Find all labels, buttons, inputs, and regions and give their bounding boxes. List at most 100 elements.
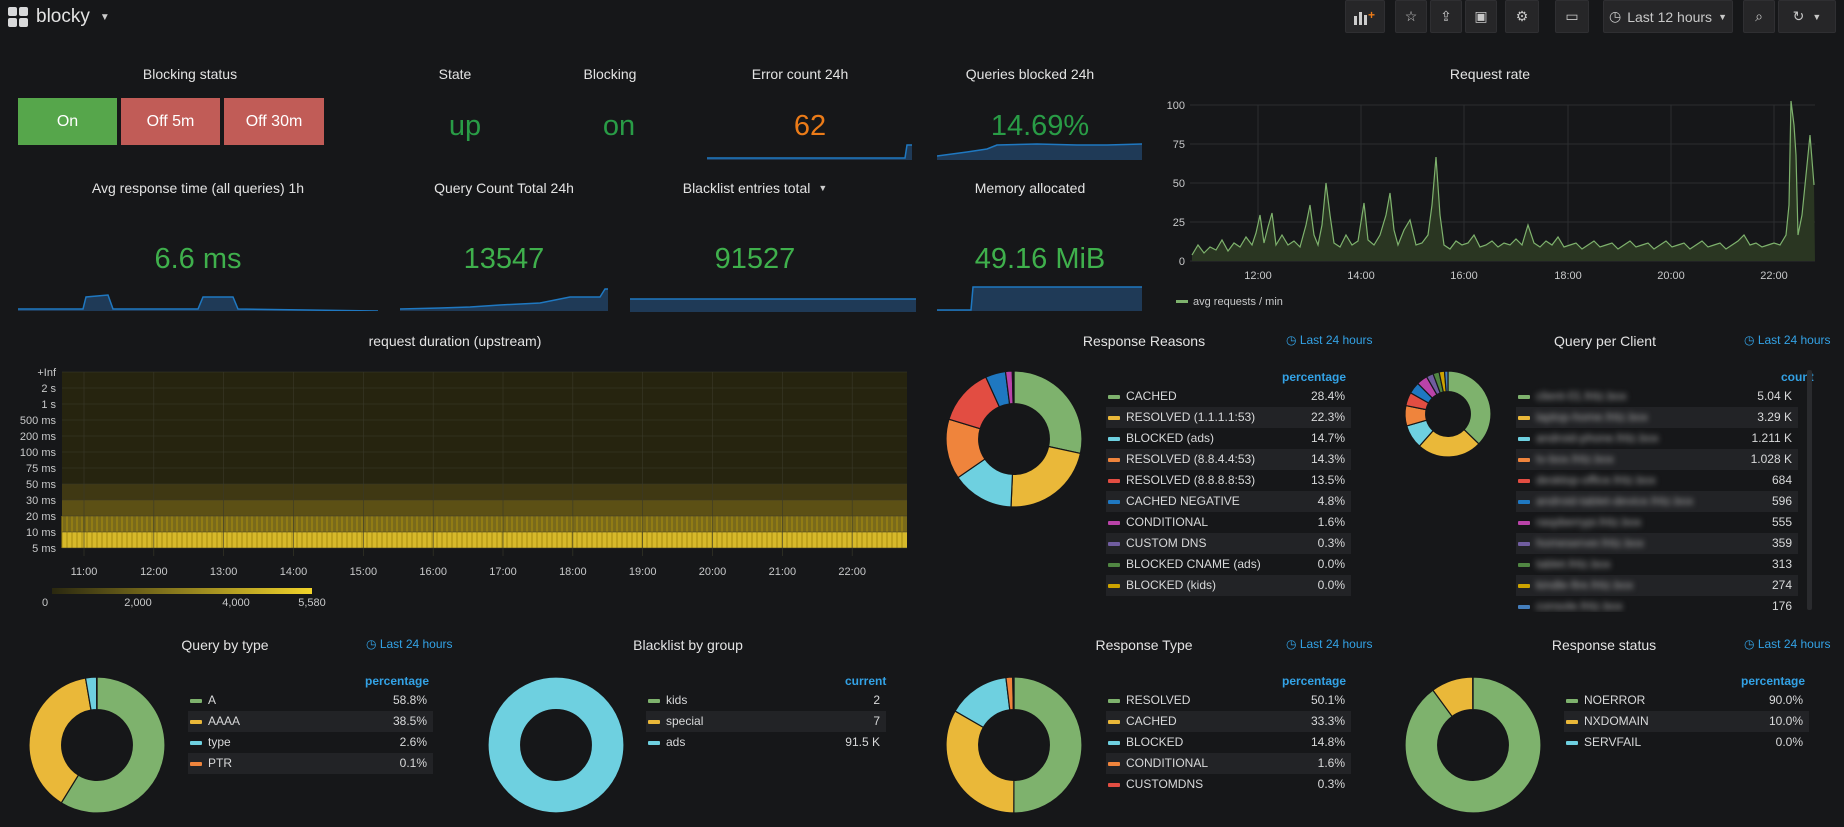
legend-item[interactable]: kindle-fire.fritz.box 274 [1516,575,1798,596]
legend-item[interactable]: tablet.fritz.box 313 [1516,554,1798,575]
legend-item[interactable]: BLOCKED (kids) 0.0% [1106,575,1351,596]
legend-item[interactable]: CACHED 33.3% [1106,711,1351,732]
legend-item[interactable]: CACHED 28.4% [1106,386,1351,407]
dashboard-picker[interactable]: blocky ▼ [8,6,110,28]
legend-item[interactable]: type 2.6% [188,732,433,753]
legend-item-label: BLOCKED (kids) [1126,578,1217,592]
y-tick: 100 ms [20,447,57,459]
legend-item-value: 90.0% [1768,693,1803,707]
chevron-down-icon: ▼ [818,183,828,193]
timeshift-label: Last 24 hours [1757,637,1831,651]
add-panel-button[interactable]: + [1345,0,1385,33]
blacklist-entries-header[interactable]: Blacklist entries total ▼ [630,180,880,196]
blocking-status-title: Blocking status [142,66,238,82]
memory-title: Memory allocated [974,180,1086,196]
clock-icon: ◷ [1609,8,1622,24]
legend-swatch [1566,699,1578,703]
donut-slice[interactable] [1012,676,1015,711]
legend-item[interactable]: RESOLVED (8.8.8.8:53) 13.5% [1106,470,1351,491]
legend-item[interactable]: BLOCKED CNAME (ads) 0.0% [1106,554,1351,575]
legend-item[interactable]: CUSTOM DNS 0.3% [1106,533,1351,554]
legend-item[interactable]: CONDITIONAL 1.6% [1106,512,1351,533]
donut-slice[interactable] [1447,370,1492,445]
legend-item-label: CACHED [1126,714,1177,728]
x-tick: 21:00 [769,566,797,578]
legend-swatch [1566,741,1578,745]
y-tick: 25 [1173,217,1185,229]
legend-item[interactable]: AAAA 38.5% [188,711,433,732]
legend-item[interactable]: CUSTOMDNS 0.3% [1106,774,1351,795]
y-tick: 20 ms [26,511,56,523]
y-tick: 2 s [41,383,56,395]
legend-item[interactable]: tv-box.fritz.box 1.028 K [1516,449,1798,470]
legend-item[interactable]: desktop-office.fritz.box 684 [1516,470,1798,491]
share-button[interactable]: ⇪ [1430,0,1462,33]
legend-item[interactable]: raspberrypi.fritz.box 555 [1516,512,1798,533]
error-count-title: Error count 24h [751,66,849,82]
donut-slice[interactable] [1010,445,1082,508]
legend-item[interactable]: RESOLVED (1.1.1.1:53) 22.3% [1106,407,1351,428]
request-rate-graph: 100 75 50 25 0 12:00 14:00 16:00 18:00 2… [1167,100,1815,308]
donut-slice[interactable] [1443,370,1449,393]
refresh-button[interactable]: ↻ ▼ [1778,0,1836,33]
x-tick: 22:00 [838,566,866,578]
y-tick: +Inf [37,367,57,379]
legend-item[interactable]: android-tablet-device.fritz.box 596 [1516,491,1798,512]
settings-button[interactable]: ⚙ [1505,0,1539,33]
donut-slice[interactable] [1404,676,1542,814]
legend-item[interactable]: ads 91.5 K [646,732,886,753]
donut-slice[interactable] [1013,676,1083,814]
legend-item[interactable]: client-01.fritz.box 5.04 K [1516,386,1798,407]
query-per-client-donut [1404,370,1492,458]
legend-item[interactable]: BLOCKED 14.8% [1106,732,1351,753]
legend-item-label: BLOCKED [1126,735,1184,749]
heatmap-band [62,516,907,532]
legend-item[interactable]: special 7 [646,711,886,732]
clock-icon: ◷ [1744,637,1758,651]
blocking-on-button[interactable]: On [18,98,117,145]
save-button[interactable]: ▣ [1465,0,1497,33]
donut-slice[interactable] [945,710,1015,814]
legend-item[interactable]: CONDITIONAL 1.6% [1106,753,1351,774]
legend-swatch [1108,720,1120,724]
blocking-off-30m-button[interactable]: Off 30m [224,98,324,145]
legend-item[interactable]: BLOCKED (ads) 14.7% [1106,428,1351,449]
legend-item[interactable]: android-phone.fritz.box 1.211 K [1516,428,1798,449]
legend-item[interactable]: homeserver.fritz.box 359 [1516,533,1798,554]
response-reasons-legend: CACHED 28.4% RESOLVED (1.1.1.1:53) 22.3% BLO… [1106,386,1351,596]
legend-item[interactable]: CACHED NEGATIVE 4.8% [1106,491,1351,512]
scale-tick: 4,000 [222,597,250,609]
legend-item[interactable]: SERVFAIL 0.0% [1564,732,1809,753]
legend-item[interactable]: RESOLVED (8.8.4.4:53) 14.3% [1106,449,1351,470]
legend-item-value: 7 [873,714,880,728]
legend-item-label: PTR [208,756,232,770]
blocking-off-5m-button[interactable]: Off 5m [121,98,220,145]
legend-item[interactable]: console.fritz.box 176 [1516,596,1798,612]
response-reasons-timeshift: ◷ Last 24 hours [1286,333,1373,347]
legend-item[interactable]: A 58.8% [188,690,433,711]
legend-item[interactable]: kids 2 [646,690,886,711]
star-button[interactable]: ☆ [1395,0,1427,33]
legend-item[interactable]: NXDOMAIN 10.0% [1564,711,1809,732]
legend-item[interactable]: NOERROR 90.0% [1564,690,1809,711]
time-picker-button[interactable]: ◷ Last 12 hours ▼ [1603,0,1733,33]
request-rate-legend[interactable]: avg requests / min [1193,296,1283,308]
legend-item-value: 14.7% [1310,431,1345,445]
donut-slice[interactable] [28,677,92,804]
donut-slice[interactable] [487,676,625,814]
legend-item[interactable]: laptop-home.fritz.box 3.29 K [1516,407,1798,428]
legend-item[interactable]: PTR 0.1% [188,753,433,774]
timeshift-label: Last 24 hours [379,637,453,651]
donut-slice[interactable] [1013,370,1083,455]
legend-item[interactable]: RESOLVED 50.1% [1106,690,1351,711]
query-per-client-scrollbar[interactable] [1807,370,1812,610]
legend-swatch [1108,741,1120,745]
y-tick: 50 ms [26,479,56,491]
legend-item-value: 555 [1771,515,1792,529]
zoom-out-button[interactable]: ⌕ [1743,0,1775,33]
legend-item-value: 10.0% [1768,714,1803,728]
query-per-client-timeshift: ◷ Last 24 hours [1744,333,1831,347]
legend-item-value: 0.0% [1317,578,1345,592]
donut-slice[interactable] [60,676,166,814]
tv-mode-button[interactable]: ▭ [1555,0,1589,33]
